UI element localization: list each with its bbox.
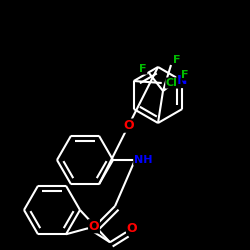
Text: O: O xyxy=(89,220,99,233)
Text: F: F xyxy=(173,55,181,65)
Text: Cl: Cl xyxy=(166,78,178,88)
Text: F: F xyxy=(181,70,189,80)
Text: NH: NH xyxy=(134,155,152,165)
Text: F: F xyxy=(139,64,147,74)
Text: O: O xyxy=(127,222,137,235)
Text: N: N xyxy=(177,74,188,88)
Text: O: O xyxy=(123,119,134,132)
